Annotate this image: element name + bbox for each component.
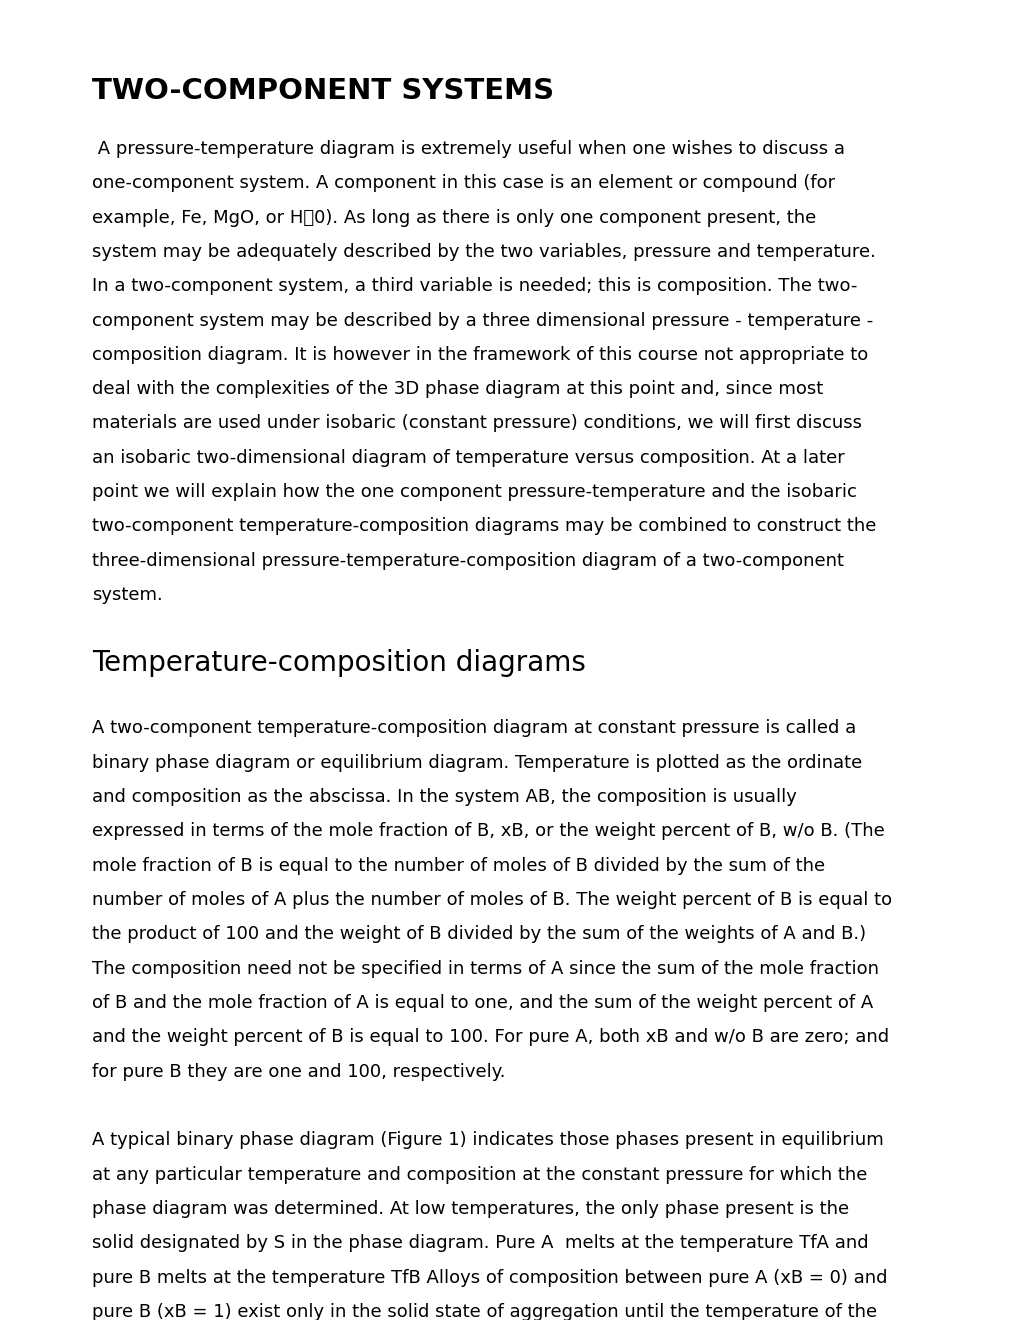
Text: Temperature-composition diagrams: Temperature-composition diagrams (92, 649, 585, 677)
Text: system may be adequately described by the two variables, pressure and temperatur: system may be adequately described by th… (92, 243, 875, 261)
Text: mole fraction of B is equal to the number of moles of B divided by the sum of th: mole fraction of B is equal to the numbe… (92, 857, 824, 875)
Text: A two-component temperature-composition diagram at constant pressure is called a: A two-component temperature-composition … (92, 719, 855, 738)
Text: component system may be described by a three dimensional pressure - temperature : component system may be described by a t… (92, 312, 872, 330)
Text: phase diagram was determined. At low temperatures, the only phase present is the: phase diagram was determined. At low tem… (92, 1200, 848, 1218)
Text: an isobaric two-dimensional diagram of temperature versus composition. At a late: an isobaric two-dimensional diagram of t… (92, 449, 844, 467)
Text: pure B (xB = 1) exist only in the solid state of aggregation until the temperatu: pure B (xB = 1) exist only in the solid … (92, 1303, 876, 1320)
Text: and the weight percent of B is equal to 100. For pure A, both xB and w/o B are z: and the weight percent of B is equal to … (92, 1028, 888, 1047)
Text: for pure B they are one and 100, respectively.: for pure B they are one and 100, respect… (92, 1063, 504, 1081)
Text: binary phase diagram or equilibrium diagram. Temperature is plotted as the ordin: binary phase diagram or equilibrium diag… (92, 754, 861, 772)
Text: In a two-component system, a third variable is needed; this is composition. The : In a two-component system, a third varia… (92, 277, 856, 296)
Text: one-component system. A component in this case is an element or compound (for: one-component system. A component in thi… (92, 174, 835, 193)
Text: composition diagram. It is however in the framework of this course not appropria: composition diagram. It is however in th… (92, 346, 867, 364)
Text: deal with the complexities of the 3D phase diagram at this point and, since most: deal with the complexities of the 3D pha… (92, 380, 822, 399)
Text: The composition need not be specified in terms of A since the sum of the mole fr: The composition need not be specified in… (92, 960, 878, 978)
Text: point we will explain how the one component pressure-temperature and the isobari: point we will explain how the one compon… (92, 483, 856, 502)
Text: number of moles of A plus the number of moles of B. The weight percent of B is e: number of moles of A plus the number of … (92, 891, 891, 909)
Text: expressed in terms of the mole fraction of B, xB, or the weight percent of B, w/: expressed in terms of the mole fraction … (92, 822, 883, 841)
Text: of B and the mole fraction of A is equal to one, and the sum of the weight perce: of B and the mole fraction of A is equal… (92, 994, 872, 1012)
Text: two-component temperature-composition diagrams may be combined to construct the: two-component temperature-composition di… (92, 517, 875, 536)
Text: pure B melts at the temperature TfB Alloys of composition between pure A (xB = 0: pure B melts at the temperature TfB Allo… (92, 1269, 887, 1287)
Text: A typical binary phase diagram (Figure 1) indicates those phases present in equi: A typical binary phase diagram (Figure 1… (92, 1131, 882, 1150)
Text: example, Fe, MgO, or H0). As long as there is only one component present, the: example, Fe, MgO, or H0). As long as th… (92, 209, 815, 227)
Text: the product of 100 and the weight of B divided by the sum of the weights of A an: the product of 100 and the weight of B d… (92, 925, 865, 944)
Text: system.: system. (92, 586, 162, 605)
Text: A pressure-temperature diagram is extremely useful when one wishes to discuss a: A pressure-temperature diagram is extrem… (92, 140, 844, 158)
Text: three-dimensional pressure-temperature-composition diagram of a two-component: three-dimensional pressure-temperature-c… (92, 552, 843, 570)
Text: at any particular temperature and composition at the constant pressure for which: at any particular temperature and compos… (92, 1166, 866, 1184)
Text: solid designated by S in the phase diagram. Pure A  melts at the temperature TfA: solid designated by S in the phase diagr… (92, 1234, 867, 1253)
Text: and composition as the abscissa. In the system AB, the composition is usually: and composition as the abscissa. In the … (92, 788, 796, 807)
Text: TWO-COMPONENT SYSTEMS: TWO-COMPONENT SYSTEMS (92, 77, 553, 104)
Text: materials are used under isobaric (constant pressure) conditions, we will first : materials are used under isobaric (const… (92, 414, 861, 433)
